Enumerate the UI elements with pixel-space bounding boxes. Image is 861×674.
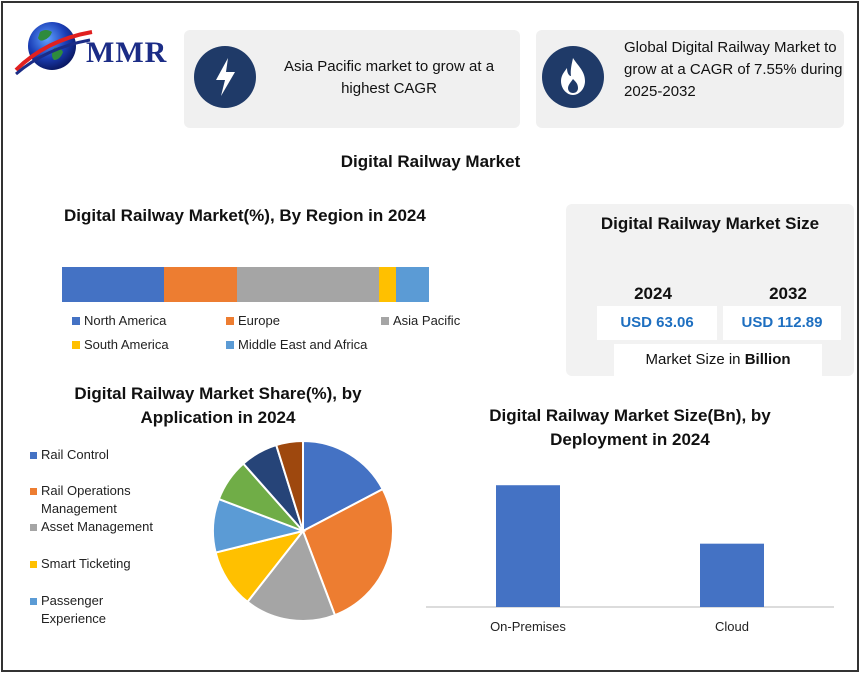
main-title: Digital Railway Market <box>340 152 521 171</box>
legend-swatch <box>30 561 37 568</box>
application-chart-title: Digital Railway Market Share(%), by Appl… <box>74 384 362 427</box>
deployment-chart-title: Digital Railway Market Size(Bn), by Depl… <box>489 406 771 449</box>
info-card-cagr: Global Digital Railway Market to grow at… <box>536 30 844 128</box>
market-size-unit-box: Market Size in Billion <box>614 344 822 376</box>
info-card-text: Global Digital Railway Market to grow at… <box>624 39 843 100</box>
info-card-asia-pacific: Asia Pacific market to grow at a highest… <box>184 30 520 128</box>
legend-item-asia-pacific: Asia Pacific <box>381 313 460 328</box>
legend-label: Middle East and Africa <box>238 337 368 352</box>
stack-segment-asia-pacific <box>236 267 379 302</box>
mmr-logo: MMR <box>14 18 174 82</box>
legend-swatch <box>381 316 389 325</box>
logo-text: MMR <box>86 36 168 69</box>
legend-swatch <box>30 488 37 495</box>
application-pie-chart <box>212 440 394 622</box>
bar-cloud <box>700 543 764 607</box>
legend-item-north-america: North America <box>72 313 166 328</box>
legend-label: Rail Control <box>41 447 109 462</box>
legend-item-south-america: South America <box>72 337 169 352</box>
legend-label: South America <box>84 337 169 352</box>
pie-legend-item-passenger-experience: Passenger Experience <box>30 592 180 626</box>
market-size-panel: Digital Railway Market Size 2024 2032 US… <box>566 204 854 376</box>
legend-label: Passenger Experience <box>41 593 107 626</box>
info-card-text: Asia Pacific market to grow at a highest… <box>283 58 495 97</box>
legend-item-europe: Europe <box>226 313 280 328</box>
legend-label: Smart Ticketing <box>41 556 131 571</box>
bar-on-premises <box>496 485 560 607</box>
legend-label: Asia Pacific <box>393 313 461 328</box>
pie-slice-asset-management <box>246 528 337 622</box>
value-2024: USD 63.06 <box>597 306 717 340</box>
market-size-unit: Market Size in Billion <box>614 351 822 368</box>
legend-swatch <box>30 598 37 605</box>
legend-label: Europe <box>238 313 280 328</box>
market-size-title: Digital Railway Market Size <box>600 214 820 233</box>
legend-swatch <box>72 316 80 325</box>
lightning-bolt-icon <box>194 46 256 108</box>
legend-label: North America <box>84 313 167 328</box>
flame-icon <box>542 46 604 108</box>
region-chart-title: Digital Railway Market(%), By Region in … <box>64 206 426 225</box>
x-tick-label-cloud: Cloud <box>715 619 749 634</box>
pie-slice-slice-8 <box>274 440 304 532</box>
pie-legend-item-rail-control: Rail Control <box>30 446 180 464</box>
pie-slice-rail-operations-management <box>301 487 394 617</box>
pie-legend-item-smart-ticketing: Smart Ticketing <box>30 555 180 573</box>
x-tick-label-on-premises: On-Premises <box>490 619 566 634</box>
legend-swatch <box>226 340 234 349</box>
legend-label: Rail Operations Management <box>41 483 131 516</box>
region-stacked-bar <box>62 267 429 302</box>
pie-legend-item-rail-operations-management: Rail Operations Management <box>30 482 180 518</box>
legend-swatch <box>30 452 37 459</box>
year-2024-label: 2024 <box>634 284 672 303</box>
pie-slice-rail-control <box>302 440 385 533</box>
legend-swatch <box>72 340 80 349</box>
globe-icon <box>14 22 93 76</box>
legend-swatch <box>226 316 234 325</box>
stack-segment-south-america <box>378 267 396 302</box>
pie-legend-item-asset-management: Asset Management <box>30 518 180 536</box>
legend-swatch <box>30 524 37 531</box>
stack-segment-middle-east-and-africa <box>395 267 429 302</box>
unit-prefix: Market Size in <box>645 351 745 368</box>
stack-segment-europe <box>164 267 237 302</box>
stack-segment-north-america <box>62 267 165 302</box>
legend-label: Asset Management <box>41 519 154 534</box>
value-2032: USD 112.89 <box>723 306 841 340</box>
year-2032-label: 2032 <box>769 284 807 303</box>
deployment-bar-chart: On-Premises Cloud <box>426 485 834 634</box>
unit-bold: Billion <box>744 351 791 368</box>
legend-item-middle-east-and-africa: Middle East and Africa <box>226 337 367 352</box>
